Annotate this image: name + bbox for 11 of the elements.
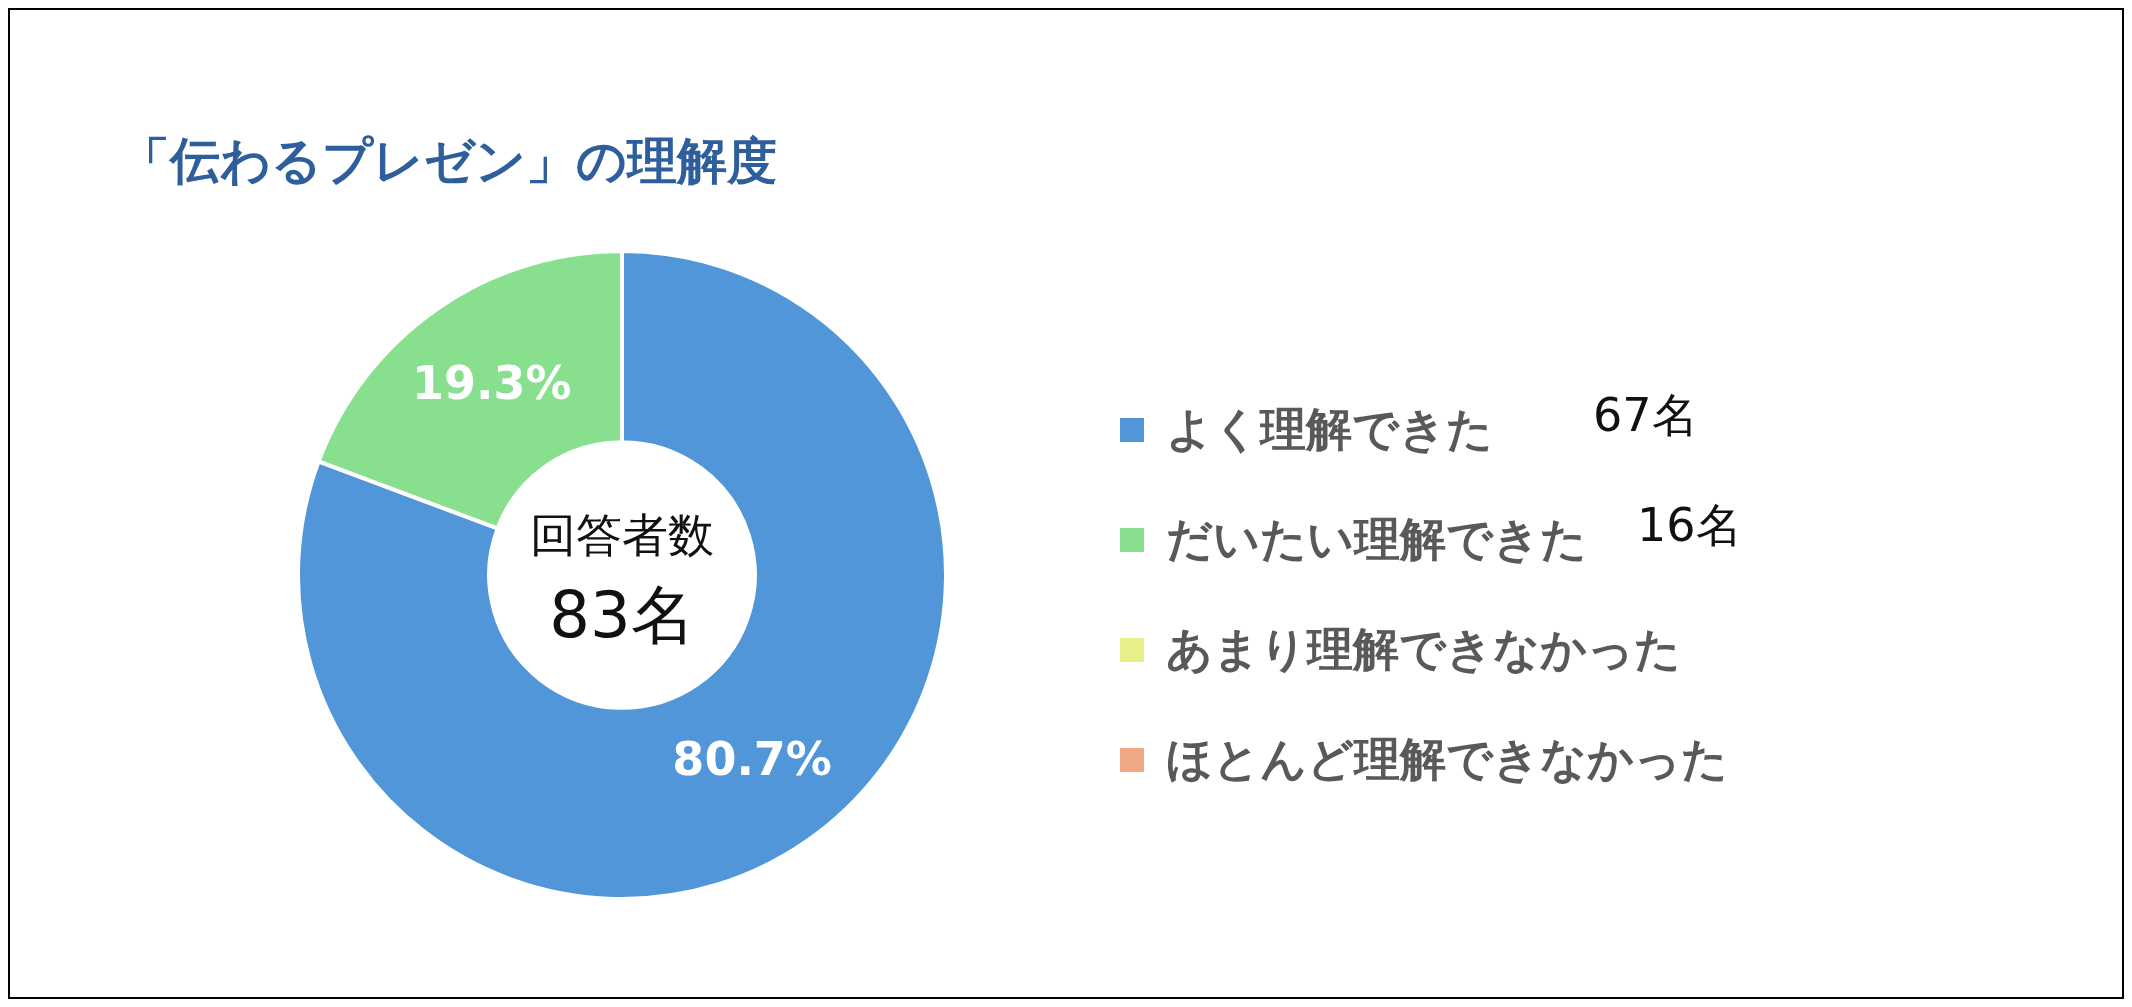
text: 83名 xyxy=(548,577,696,654)
data-label: 19.3% xyxy=(412,356,572,411)
chart-title: 「伝わるプレゼン」の理解度 xyxy=(120,131,777,192)
legend-label: だいたい理解できた xyxy=(1166,511,1587,568)
text: 67名 xyxy=(1593,388,1698,442)
text: 16名 xyxy=(1637,498,1742,552)
text: 回答者数 xyxy=(529,507,715,564)
legend-label: よく理解できた xyxy=(1166,401,1493,458)
legend-label: ほとんど理解できなかった xyxy=(1166,731,1728,788)
data-label: 80.7% xyxy=(672,731,832,786)
legend-label: あまり理解できなかった xyxy=(1166,621,1681,678)
